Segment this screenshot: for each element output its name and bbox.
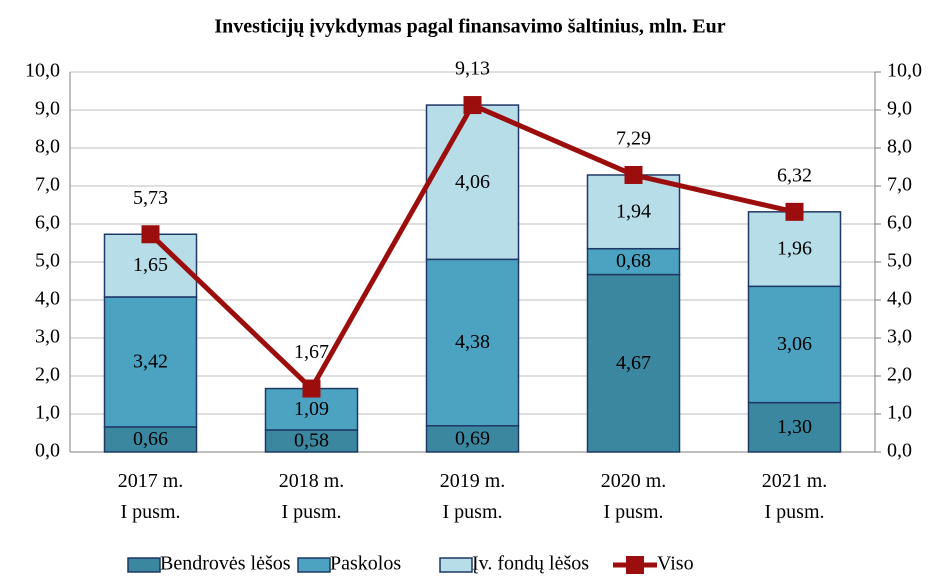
- bar-segment: [103, 296, 198, 428]
- y-tick-label: 10,0: [25, 60, 60, 82]
- value-label: 0,66: [133, 428, 168, 450]
- y-tick-label: 8,0: [35, 136, 60, 158]
- value-label: 3,42: [133, 351, 168, 373]
- y2-tick-label: 6,0: [887, 212, 912, 234]
- x-tick-label: 2018 m. I pusm.: [279, 470, 345, 523]
- value-label: 4,38: [455, 331, 490, 353]
- x-tick-label: 2021 m. I pusm.: [762, 470, 828, 523]
- legend-label: Paskolos: [330, 553, 401, 575]
- value-label: 4,67: [616, 352, 651, 374]
- legend-swatch: [626, 556, 644, 574]
- x-tick-label: 2020 m. I pusm.: [601, 470, 667, 523]
- value-label: 7,29: [616, 128, 651, 150]
- y2-tick-label: 5,0: [887, 250, 912, 272]
- line-marker: [785, 202, 804, 221]
- legend-swatch: [297, 557, 331, 573]
- value-label: 1,96: [777, 238, 812, 260]
- y-tick-label: 2,0: [35, 364, 60, 386]
- y2-tick-label: 9,0: [887, 98, 912, 120]
- bar-segment: [747, 211, 842, 288]
- line-marker: [141, 225, 160, 244]
- value-label: 0,69: [455, 427, 490, 449]
- value-label: 1,67: [294, 341, 329, 363]
- line-marker: [624, 165, 643, 184]
- x-tick-label: 2017 m. I pusm.: [118, 470, 184, 523]
- legend-label: Viso: [657, 553, 694, 575]
- y2-tick-label: 1,0: [887, 402, 912, 424]
- bar-segment: [425, 425, 520, 453]
- y-tick-label: 6,0: [35, 212, 60, 234]
- y2-tick-label: 7,0: [887, 174, 912, 196]
- y-tick-label: 5,0: [35, 250, 60, 272]
- value-label: 1,09: [294, 398, 329, 420]
- y2-tick-label: 2,0: [887, 364, 912, 386]
- value-label: 1,94: [616, 200, 651, 222]
- y2-tick-label: 4,0: [887, 288, 912, 310]
- value-label: 1,30: [777, 416, 812, 438]
- value-label: 4,06: [455, 171, 490, 193]
- legend-swatch: [127, 557, 161, 573]
- line-marker: [302, 379, 321, 398]
- value-label: 0,58: [294, 430, 329, 452]
- value-label: 9,13: [455, 58, 490, 80]
- legend-swatch: [439, 557, 473, 573]
- legend-label: Įv. fondų lėšos: [472, 553, 589, 575]
- value-label: 6,32: [777, 164, 812, 186]
- y-tick-label: 1,0: [35, 402, 60, 424]
- y2-tick-label: 0,0: [887, 440, 912, 462]
- y-tick-label: 0,0: [35, 440, 60, 462]
- y-tick-label: 7,0: [35, 174, 60, 196]
- y2-tick-label: 8,0: [887, 136, 912, 158]
- x-tick-label: 2019 m. I pusm.: [440, 470, 506, 523]
- y-tick-label: 4,0: [35, 288, 60, 310]
- chart-title: Investicijų įvykdymas pagal finansavimo …: [214, 16, 725, 38]
- line-marker: [463, 96, 482, 115]
- bar-segment: [586, 174, 681, 250]
- value-label: 5,73: [133, 187, 168, 209]
- value-label: 0,68: [616, 250, 651, 272]
- bar-segment: [747, 285, 842, 404]
- bar-segment: [586, 247, 681, 276]
- bar-segment: [425, 258, 520, 427]
- value-label: 3,06: [777, 333, 812, 355]
- y2-tick-label: 10,0: [887, 60, 922, 82]
- y2-tick-label: 3,0: [887, 326, 912, 348]
- y-tick-label: 3,0: [35, 326, 60, 348]
- legend-label: Bendrovės lėšos: [160, 553, 291, 575]
- value-label: 1,65: [133, 254, 168, 276]
- y-tick-label: 9,0: [35, 98, 60, 120]
- bar-segment: [586, 273, 681, 453]
